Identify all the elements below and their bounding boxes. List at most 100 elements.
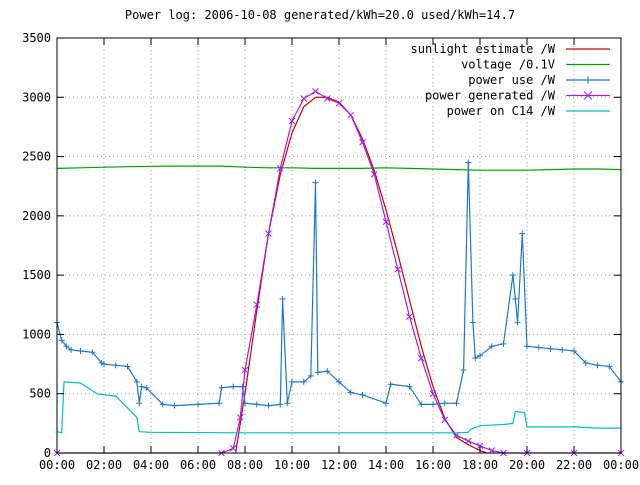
data-point-power-use-w <box>514 319 521 326</box>
data-point-power-use-w <box>524 343 530 350</box>
data-point-power-use-w <box>230 383 237 390</box>
data-point-power-use-w <box>460 367 467 373</box>
data-point-power-use-w <box>314 369 321 376</box>
data-point-power-use-w <box>58 337 65 344</box>
data-point-power-generated-w <box>476 442 484 450</box>
series-line-power-on-c14-w <box>56 381 621 434</box>
data-point-power-use-w <box>289 378 295 385</box>
data-point-power-use-w <box>284 400 291 407</box>
x-tick-label: 22:00 <box>556 458 592 472</box>
data-point-power-use-w <box>133 378 140 385</box>
x-tick-label: 04:00 <box>133 458 169 472</box>
data-point-power-use-w <box>559 346 566 353</box>
data-point-power-generated-w <box>312 88 319 95</box>
data-point-power-use-w <box>347 389 354 396</box>
data-point-power-use-w <box>89 349 96 356</box>
x-tick-label: 02:00 <box>86 458 122 472</box>
data-point-power-use-w <box>509 272 516 279</box>
legend-label-power-use-w: power use /W <box>468 73 555 87</box>
x-tick-label: 06:00 <box>180 458 216 472</box>
legend-label-voltage-0-1v: voltage /0.1V <box>461 58 555 72</box>
data-point-power-generated-w <box>347 111 355 119</box>
data-point-power-use-w <box>488 343 495 350</box>
data-point-power-use-w <box>143 384 150 391</box>
data-point-power-use-w <box>383 400 389 407</box>
data-point-power-use-w <box>112 362 119 369</box>
data-point-power-use-w <box>336 378 342 385</box>
data-point-power-use-w <box>500 340 507 347</box>
data-point-power-use-w <box>465 159 472 166</box>
data-point-power-use-w <box>77 348 84 355</box>
data-point-power-use-w <box>512 295 519 302</box>
data-point-power-use-w <box>136 400 143 407</box>
x-tick-label: 14:00 <box>368 458 404 472</box>
data-point-power-use-w <box>387 381 394 388</box>
data-point-power-use-w <box>519 230 526 237</box>
data-point-power-use-w <box>279 295 286 302</box>
data-point-power-use-w <box>582 359 589 366</box>
legend-label-power-generated-w: power generated /W <box>425 89 556 103</box>
data-point-power-generated-w <box>253 301 261 309</box>
x-tick-label: 00:00 <box>39 458 75 472</box>
y-tick-label: 1500 <box>22 268 51 282</box>
y-tick-label: 3500 <box>22 31 51 45</box>
series-line-power-generated-w <box>57 90 621 454</box>
legend-marker-power-use-w <box>584 76 592 84</box>
series-line-voltage-0-1v <box>56 165 622 171</box>
data-point-power-generated-w <box>236 414 244 421</box>
data-point-power-use-w <box>124 363 131 370</box>
data-point-power-use-w <box>359 391 366 398</box>
data-point-power-generated-w <box>229 444 237 452</box>
data-point-power-use-w <box>253 401 260 408</box>
chart-title: Power log: 2006-10-08 generated/kWh=20.0… <box>124 8 516 22</box>
data-point-power-use-w <box>418 401 425 408</box>
x-tick-label: 00:00 <box>603 458 639 472</box>
data-point-power-use-w <box>406 383 413 390</box>
x-tick-label: 20:00 <box>509 458 545 472</box>
data-point-power-generated-w <box>429 390 437 398</box>
data-point-power-use-w <box>171 402 178 409</box>
data-point-power-use-w <box>265 402 272 409</box>
data-point-power-use-w <box>571 348 577 355</box>
data-point-power-generated-w <box>394 265 402 273</box>
data-point-power-use-w <box>300 378 307 385</box>
data-point-power-use-w <box>324 368 331 375</box>
y-tick-label: 2000 <box>22 209 51 223</box>
data-point-power-generated-w <box>382 218 390 226</box>
data-point-power-use-w <box>138 383 145 390</box>
y-tick-label: 0 <box>44 446 51 460</box>
data-point-power-use-w <box>218 384 225 391</box>
data-point-power-generated-w <box>265 230 272 237</box>
data-point-power-generated-w <box>441 416 449 424</box>
data-point-power-use-w <box>68 346 75 353</box>
data-point-power-use-w <box>159 401 166 408</box>
data-point-power-use-w <box>469 319 476 326</box>
y-tick-label: 1000 <box>22 327 51 341</box>
data-point-power-use-w <box>195 401 201 408</box>
data-point-power-generated-w <box>370 171 378 178</box>
data-point-power-use-w <box>472 355 479 362</box>
data-point-power-use-w <box>216 400 223 407</box>
series-layer <box>53 88 625 457</box>
data-point-power-use-w <box>594 362 601 369</box>
data-point-power-use-w <box>430 401 436 408</box>
data-point-power-use-w <box>477 352 483 359</box>
legend-label-power-on-c14-w: power on C14 /W <box>447 104 556 118</box>
data-point-power-generated-w <box>241 366 249 374</box>
y-tick-label: 3000 <box>22 90 51 104</box>
data-point-power-generated-w <box>359 138 366 146</box>
data-point-power-use-w <box>307 372 314 379</box>
x-tick-label: 18:00 <box>462 458 498 472</box>
y-tick-label: 2500 <box>22 150 51 164</box>
data-point-power-generated-w <box>323 95 331 102</box>
data-point-power-use-w <box>547 345 554 352</box>
data-point-power-use-w <box>441 400 448 407</box>
axes: 0 500 1000 1500 2000 2500 3000 3500 00:00 02:00 04… <box>22 31 639 472</box>
x-tick-label: 12:00 <box>321 458 357 472</box>
data-point-power-generated-w <box>276 165 284 172</box>
data-point-power-generated-w <box>335 99 343 107</box>
data-point-power-use-w <box>453 400 460 407</box>
data-point-power-use-w <box>535 344 542 351</box>
data-point-power-use-w <box>242 400 248 407</box>
